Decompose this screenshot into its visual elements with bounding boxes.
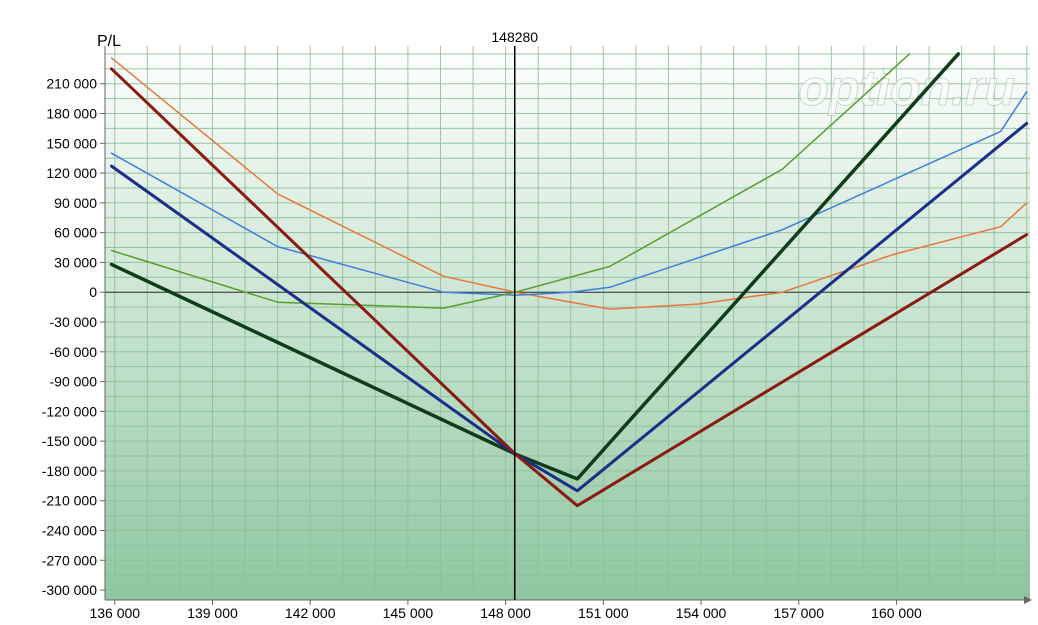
x-tick-label: 157 000 — [773, 605, 824, 620]
x-tick-label: 154 000 — [676, 605, 727, 620]
y-tick-label: -210 000 — [42, 493, 97, 509]
x-tick-label: 148 000 — [480, 605, 531, 620]
y-tick-label: -120 000 — [42, 403, 97, 419]
x-tick-label: 139 000 — [187, 605, 238, 620]
y-axis-label: P/L — [97, 33, 121, 50]
y-tick-label: -90 000 — [50, 374, 98, 390]
series-line-1 — [110, 57, 1028, 310]
y-tick-label: 150 000 — [46, 135, 97, 151]
y-tick-label: -60 000 — [50, 344, 98, 360]
watermark: option.ru — [798, 60, 1015, 116]
series-line-5 — [110, 121, 1029, 493]
series-line-6 — [110, 67, 1029, 508]
x-axis-arrow — [1024, 596, 1032, 604]
x-tick-label: 145 000 — [383, 605, 434, 620]
y-tick-label: 180 000 — [46, 106, 97, 122]
series-line-2 — [110, 90, 1028, 296]
x-tick-label: 151 000 — [578, 605, 629, 620]
marker-label: 148280 — [491, 29, 538, 45]
x-tick-label: 160 000 — [871, 605, 922, 620]
y-tick-label: 120 000 — [46, 165, 97, 181]
marker: 148280 — [491, 29, 538, 600]
tick-labels: 210 000 180 000 150 000 120 000 90 000 60 000… — [42, 76, 922, 621]
grid — [105, 46, 1030, 600]
y-tick-label: -240 000 — [42, 523, 97, 539]
plot-background — [105, 46, 1030, 600]
y-tick-label: 210 000 — [46, 76, 97, 92]
y-tick-label: -30 000 — [50, 314, 98, 330]
x-tick-label: 136 000 — [89, 605, 140, 620]
y-tick-label: 60 000 — [54, 225, 97, 241]
y-tick-label: 0 — [89, 284, 97, 300]
y-tick-label: -300 000 — [42, 582, 97, 598]
series-line-4 — [109, 52, 961, 481]
series-layer — [109, 52, 1029, 508]
y-tick-label: 90 000 — [54, 195, 97, 211]
y-tick-label: -270 000 — [42, 552, 97, 568]
y-tick-label: -180 000 — [42, 463, 97, 479]
y-tick-label: 30 000 — [54, 254, 97, 270]
x-tick-label: 142 000 — [285, 605, 336, 620]
y-tick-label: -150 000 — [42, 433, 97, 449]
